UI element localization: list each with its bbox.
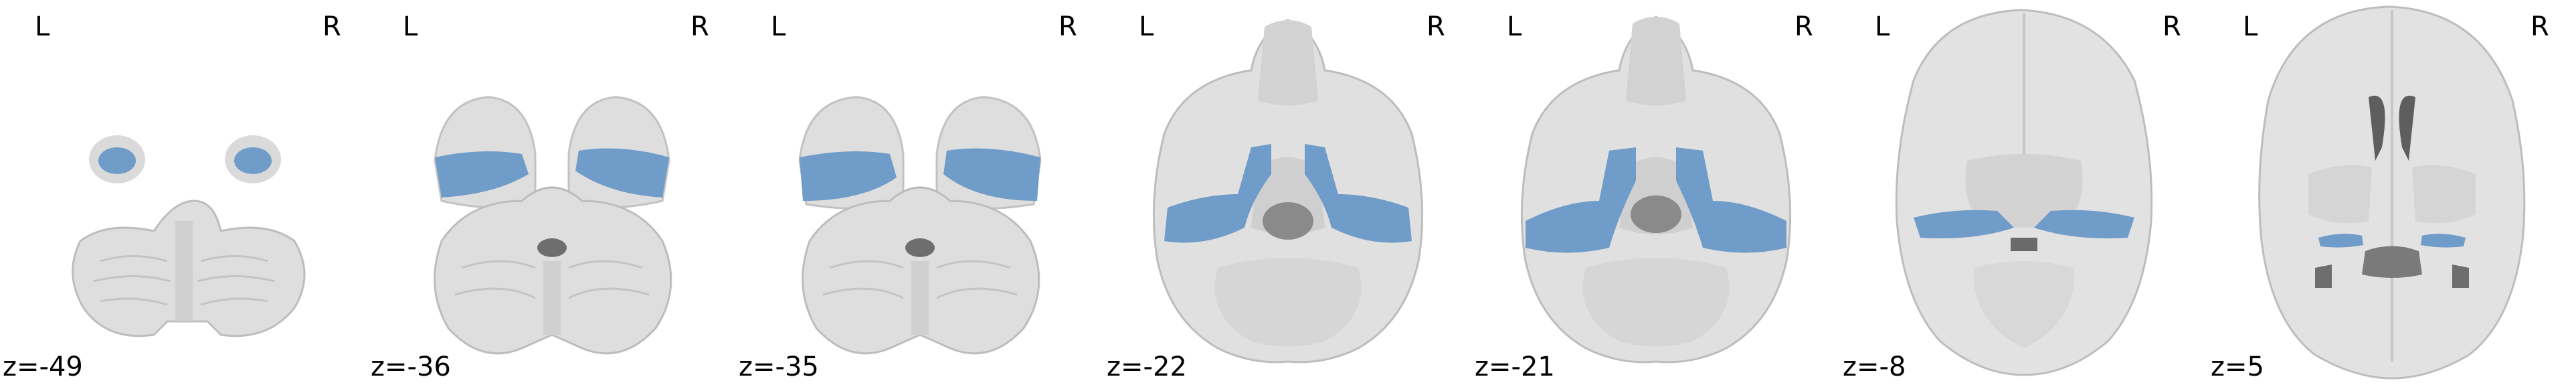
slice-panel-z-22: L R z=-22	[1104, 0, 1472, 385]
left-orientation-label: L	[2243, 11, 2258, 42]
left-orientation-label: L	[771, 11, 786, 42]
right-orientation-label: R	[2531, 11, 2549, 42]
overlay-region	[800, 151, 897, 201]
right-orientation-label: R	[2163, 11, 2181, 42]
left-orientation-label: L	[1875, 11, 1890, 42]
right-orientation-label: R	[1427, 11, 1445, 42]
overlay-region	[98, 147, 136, 174]
brain-slice-image	[72, 135, 306, 337]
left-orientation-label: L	[1507, 11, 1522, 42]
left-orientation-label: L	[1139, 11, 1154, 42]
overlay-region	[1164, 144, 1271, 243]
brain-slice-image	[798, 96, 1042, 355]
slice-panel-z-21: L R z=-21	[1472, 0, 1840, 385]
slice-coordinate-label: z=5	[2211, 352, 2264, 382]
right-orientation-label: R	[1059, 11, 1077, 42]
overlay-region	[943, 148, 1040, 201]
slice-coordinate-label: z=-22	[1107, 352, 1187, 382]
left-orientation-label: L	[35, 11, 50, 42]
slice-panel-z-36: L R z=-36	[368, 0, 736, 385]
overlay-region	[1305, 144, 1412, 243]
slice-coordinate-label: z=-36	[371, 352, 451, 382]
overlay-region	[575, 148, 669, 198]
brain-slice-image	[1895, 9, 2153, 376]
brain-slice-image	[1152, 19, 1424, 364]
overlay-region	[1914, 210, 2014, 238]
left-orientation-label: L	[403, 11, 418, 42]
slice-coordinate-label: z=-49	[3, 352, 83, 382]
overlay-region	[1676, 147, 1786, 253]
brain-slice-image	[1520, 15, 1792, 364]
right-orientation-label: R	[691, 11, 709, 42]
slice-panel-z5: L R z=5	[2208, 0, 2576, 385]
overlay-region	[435, 151, 529, 198]
slice-coordinate-label: z=-35	[739, 352, 819, 382]
right-orientation-label: R	[1795, 11, 1813, 42]
overlay-region	[1526, 147, 1636, 253]
slice-coordinate-label: z=-8	[1843, 352, 1906, 382]
overlay-region	[2318, 234, 2363, 248]
brain-slice-image	[2258, 5, 2526, 380]
slice-coordinate-label: z=-21	[1475, 352, 1555, 382]
slice-panel-z-8: L R z=-8	[1840, 0, 2208, 385]
slice-panel-z-35: L R z=-35	[736, 0, 1104, 385]
slice-panel-z-49: L R z=-49	[0, 0, 368, 385]
right-orientation-label: R	[323, 11, 341, 42]
brain-slice-image	[434, 96, 672, 355]
overlay-region	[2034, 210, 2134, 238]
overlay-region	[2421, 234, 2466, 248]
overlay-region	[234, 147, 272, 174]
